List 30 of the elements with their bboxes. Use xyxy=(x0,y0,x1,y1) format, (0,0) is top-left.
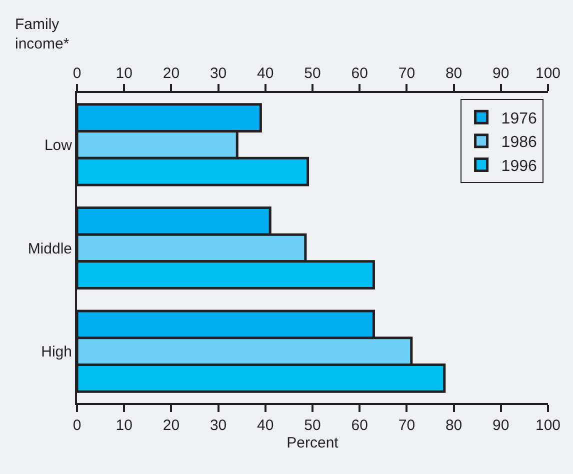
x-tick-label: 70 xyxy=(398,65,416,82)
x-tick-label: 40 xyxy=(257,65,274,82)
x-tick-label: 10 xyxy=(116,65,132,82)
x-axis-title: Percent xyxy=(286,434,340,452)
y-axis-title: Family income* xyxy=(15,16,70,52)
x2-tick-label: 10 xyxy=(116,417,132,434)
x-tick-label: 80 xyxy=(445,65,462,82)
legend-label: 1986 xyxy=(501,134,537,152)
x2-tick-label: 100 xyxy=(535,417,561,434)
x-tick-label: 50 xyxy=(304,65,321,82)
x2-tick-label: 60 xyxy=(351,417,368,434)
x-tick-label: 100 xyxy=(535,65,561,82)
legend-label: 1976 xyxy=(501,110,537,128)
x2-tick-label: 30 xyxy=(210,417,227,434)
legend-label: 1996 xyxy=(501,158,537,175)
x-tick-label: 90 xyxy=(492,65,510,82)
x2-tick-label: 0 xyxy=(72,417,82,434)
y-tick-label: Low xyxy=(44,136,72,154)
x-tick-label: 0 xyxy=(72,65,82,82)
x-tick-label: 20 xyxy=(162,65,180,82)
y-tick-label: High xyxy=(41,344,72,361)
x2-tick-label: 40 xyxy=(257,417,274,434)
x2-tick-label: 50 xyxy=(304,417,321,434)
x2-tick-label: 90 xyxy=(492,417,510,434)
y-tick-label: Middle xyxy=(28,240,72,258)
x2-tick-label: 20 xyxy=(162,417,180,434)
x2-tick-label: 80 xyxy=(445,417,462,434)
x-tick-label: 30 xyxy=(210,65,227,82)
x-tick-label: 60 xyxy=(351,65,368,82)
x2-tick-label: 70 xyxy=(398,417,416,434)
